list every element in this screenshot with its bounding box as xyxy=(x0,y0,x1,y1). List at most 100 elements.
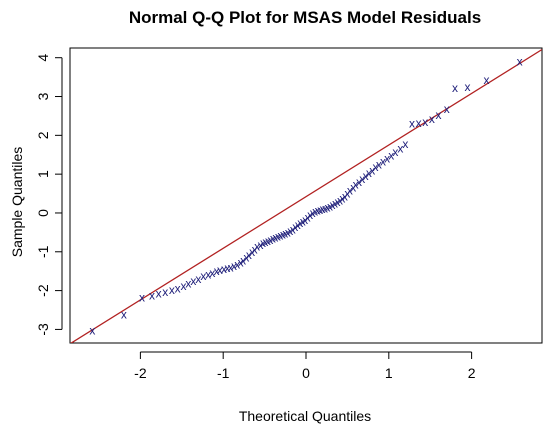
data-point: x xyxy=(388,149,394,163)
data-point: x xyxy=(277,228,283,242)
y-axis-label: Sample Quantiles xyxy=(9,147,25,258)
data-point: x xyxy=(240,254,246,268)
x-tick-label: 0 xyxy=(302,365,310,381)
data-point: x xyxy=(302,213,308,227)
data-point: x xyxy=(275,229,281,243)
data-point: x xyxy=(402,137,408,151)
data-point: x xyxy=(214,264,220,278)
data-point: x xyxy=(363,169,369,183)
data-point: x xyxy=(300,215,306,229)
data-point: x xyxy=(435,108,441,122)
y-tick-label: 1 xyxy=(35,170,51,178)
plot-area: xxx x x x x x xxxxxxxxxxxxxxxxxxxxxxxxxxxxxxxx… xyxy=(70,48,542,343)
data-point: x xyxy=(337,194,343,208)
y-axis: -3 -2 -1 0 1 2 3 4 xyxy=(35,54,63,336)
x-axis-label: Theoretical Quantiles xyxy=(239,408,371,424)
data-point: x xyxy=(156,287,162,301)
y-tick-label: -3 xyxy=(35,323,51,336)
data-point: x xyxy=(287,224,293,238)
data-point: x xyxy=(252,242,258,256)
x-tick-label: -1 xyxy=(217,365,230,381)
data-point: x xyxy=(359,172,365,186)
data-point: x xyxy=(292,220,298,234)
data-point: x xyxy=(180,279,186,293)
data-point: x xyxy=(353,178,359,192)
reference-line xyxy=(70,48,542,343)
data-point: x xyxy=(162,285,168,299)
data-point: x xyxy=(295,218,301,232)
data-point: x xyxy=(422,115,428,129)
data-point: x xyxy=(200,269,206,283)
data-point: x xyxy=(350,180,356,194)
data-point: x xyxy=(249,245,255,259)
data-point: x xyxy=(416,116,422,130)
data-point: x xyxy=(373,160,379,174)
data-point: x xyxy=(175,282,181,296)
data-point: x xyxy=(280,227,286,241)
data-point: x xyxy=(209,266,215,280)
plot-frame xyxy=(69,47,543,344)
data-point: x xyxy=(429,112,435,126)
x-tick-label: -2 xyxy=(134,365,147,381)
data-point: x xyxy=(342,189,348,203)
data-point: x xyxy=(356,175,362,189)
y-tick-label: -2 xyxy=(35,284,51,297)
y-tick-label: 4 xyxy=(35,54,51,62)
y-tick-label: -1 xyxy=(35,245,51,258)
data-point: x xyxy=(332,197,338,211)
data-point: x xyxy=(228,260,234,274)
data-point: x xyxy=(205,267,211,281)
data-point: x xyxy=(238,256,244,270)
x-tick-label: 2 xyxy=(468,365,476,381)
x-tick-label: 1 xyxy=(385,365,393,381)
data-point: x xyxy=(169,283,175,297)
data-point: x xyxy=(267,233,273,247)
data-point: x xyxy=(339,192,345,206)
data-point: x xyxy=(246,248,252,262)
data-point: x xyxy=(329,198,335,212)
data-point: x xyxy=(262,235,268,249)
data-point: x xyxy=(307,208,313,222)
data-point: x xyxy=(444,102,450,116)
data-point: x xyxy=(139,291,145,305)
data-point: x xyxy=(149,289,155,303)
data-point: x xyxy=(344,187,350,201)
data-point: x xyxy=(265,234,271,248)
data-point: x xyxy=(305,211,311,225)
data-point: x xyxy=(243,251,249,265)
data-point: x xyxy=(260,236,266,250)
data-point: x xyxy=(347,183,353,197)
data-point: x xyxy=(409,117,415,131)
data-point: x xyxy=(384,152,390,166)
data-point: x xyxy=(312,204,318,218)
data-point: x xyxy=(270,232,276,246)
data-point: x xyxy=(310,206,316,220)
data-point: x xyxy=(322,201,328,215)
data-point: x xyxy=(290,222,296,236)
data-point: x xyxy=(257,238,263,252)
data-point: x xyxy=(380,155,386,169)
data-point: x xyxy=(334,195,340,209)
data-point: x xyxy=(224,261,230,275)
chart-title: Normal Q-Q Plot for MSAS Model Residuals xyxy=(129,8,481,27)
data-point: x xyxy=(484,73,490,87)
data-point: x xyxy=(366,166,372,180)
data-point: x xyxy=(195,272,201,286)
data-point: x xyxy=(397,142,403,156)
data-point: x xyxy=(121,307,127,321)
data-point: x xyxy=(315,204,321,218)
x-axis: -2 -1 0 1 2 xyxy=(134,351,476,381)
data-point: x xyxy=(234,258,240,272)
data-point: x xyxy=(190,274,196,288)
y-tick-label: 3 xyxy=(35,92,51,100)
data-point: x xyxy=(376,157,382,171)
data-point: x xyxy=(369,163,375,177)
data-point: x xyxy=(221,262,227,276)
data-point: x xyxy=(392,145,398,159)
data-point: x xyxy=(282,227,288,241)
data-point: x xyxy=(272,230,278,244)
data-point: x xyxy=(217,263,223,277)
data-point: x xyxy=(285,225,291,239)
data-point: x xyxy=(327,199,333,213)
